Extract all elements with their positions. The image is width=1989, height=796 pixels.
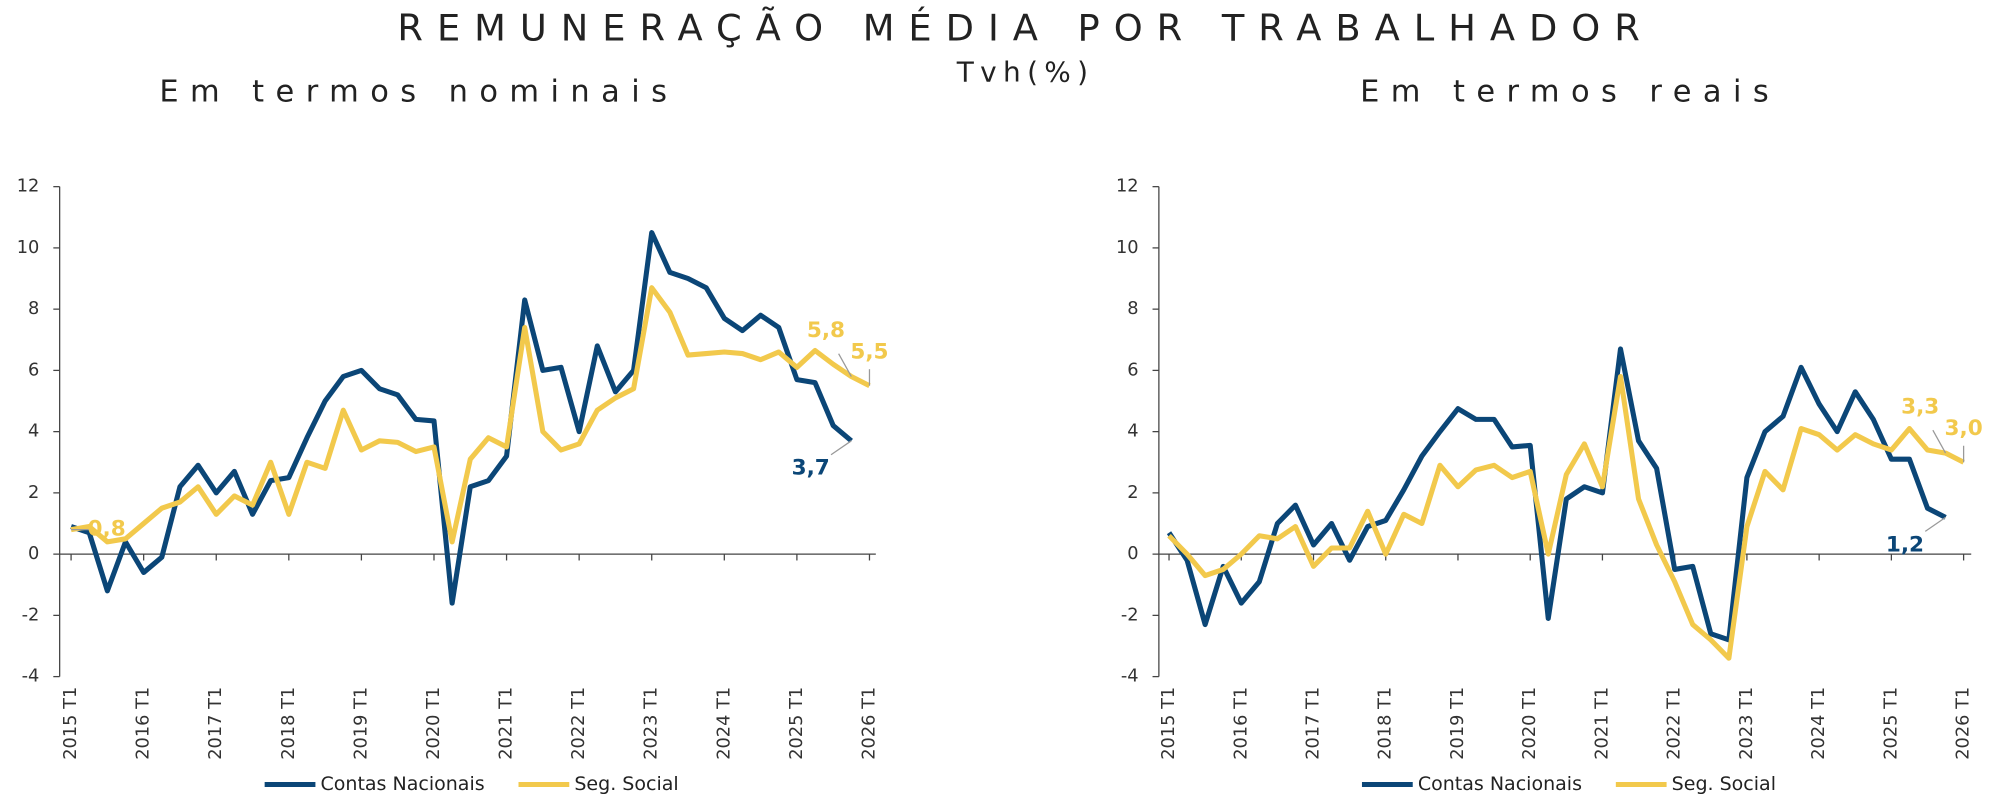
x-tick-label: 2021 T1 bbox=[1592, 687, 1612, 760]
label-leader bbox=[1924, 516, 1946, 532]
x-tick-label: 2019 T1 bbox=[1448, 687, 1468, 760]
y-tick-label: 8 bbox=[28, 299, 39, 319]
legend-label: Contas Nacionais bbox=[320, 773, 484, 795]
x-tick-label: 2024 T1 bbox=[714, 687, 734, 760]
x-tick-label: 2015 T1 bbox=[61, 687, 81, 760]
y-tick-label: 8 bbox=[1127, 299, 1138, 319]
y-tick-label: 12 bbox=[17, 177, 40, 197]
x-tick-label: 2023 T1 bbox=[642, 687, 662, 760]
x-tick-label: 2023 T1 bbox=[1737, 687, 1757, 760]
x-tick-label: 2021 T1 bbox=[497, 687, 517, 760]
figure-title: REMUNERAÇÃO MÉDIA POR TRABALHADOR bbox=[397, 6, 1653, 50]
y-tick-label: 6 bbox=[1127, 360, 1138, 380]
x-tick-label: 2018 T1 bbox=[1376, 687, 1396, 760]
series-line bbox=[1166, 346, 1947, 643]
figure-subtitle: Tvh(%) bbox=[956, 55, 1095, 88]
label-leader bbox=[838, 353, 852, 377]
chart-title: Em termos reais bbox=[1360, 75, 1780, 110]
y-tick-label: 10 bbox=[1116, 238, 1139, 258]
x-tick-label: 2016 T1 bbox=[134, 687, 154, 760]
x-tick-label: 2026 T1 bbox=[859, 687, 879, 760]
y-tick-label: 12 bbox=[1116, 177, 1139, 197]
series-line bbox=[1167, 373, 1965, 661]
value-label: 3,0 bbox=[1945, 416, 1983, 441]
value-label: 5,5 bbox=[850, 340, 888, 365]
legend-label: Seg. Social bbox=[574, 773, 678, 795]
y-tick-label: 4 bbox=[28, 422, 39, 442]
legend-label: Seg. Social bbox=[1672, 773, 1776, 795]
chart-title: Em termos nominais bbox=[159, 75, 678, 110]
x-tick-label: 2025 T1 bbox=[787, 687, 807, 760]
x-tick-label: 2025 T1 bbox=[1881, 687, 1901, 760]
y-tick-label: -4 bbox=[22, 667, 40, 687]
y-tick-label: 0 bbox=[28, 544, 39, 564]
y-tick-label: 2 bbox=[28, 483, 39, 503]
x-tick-label: 2016 T1 bbox=[1231, 687, 1251, 760]
x-tick-label: 2017 T1 bbox=[206, 687, 226, 760]
value-label: 1,2 bbox=[1886, 532, 1924, 557]
y-tick-label: -4 bbox=[1121, 667, 1139, 687]
series-line bbox=[70, 285, 871, 545]
x-tick-label: 2024 T1 bbox=[1809, 687, 1829, 760]
y-tick-label: 2 bbox=[1127, 483, 1138, 503]
series-line bbox=[70, 230, 853, 606]
value-label: 0,8 bbox=[88, 517, 126, 542]
x-tick-label: 2018 T1 bbox=[279, 687, 299, 760]
y-tick-label: 10 bbox=[17, 238, 40, 258]
legend-label: Contas Nacionais bbox=[1418, 773, 1582, 795]
label-leader bbox=[1932, 429, 1947, 454]
x-tick-label: 2020 T1 bbox=[1520, 687, 1540, 760]
label-leader bbox=[830, 440, 852, 456]
y-tick-label: -2 bbox=[22, 605, 40, 625]
x-tick-label: 2019 T1 bbox=[351, 687, 371, 760]
x-tick-label: 2026 T1 bbox=[1954, 687, 1974, 760]
x-tick-label: 2022 T1 bbox=[1665, 687, 1685, 760]
value-label: 5,8 bbox=[807, 318, 845, 343]
value-label: 3,3 bbox=[1901, 394, 1939, 419]
y-tick-label: 0 bbox=[1127, 544, 1138, 564]
y-tick-label: 4 bbox=[1127, 422, 1138, 442]
value-label: 3,7 bbox=[792, 456, 830, 481]
x-tick-label: 2017 T1 bbox=[1303, 687, 1323, 760]
x-tick-label: 2015 T1 bbox=[1159, 687, 1179, 760]
x-tick-label: 2020 T1 bbox=[424, 687, 444, 760]
y-tick-label: 6 bbox=[28, 360, 39, 380]
x-tick-label: 2022 T1 bbox=[569, 687, 589, 760]
y-tick-label: -2 bbox=[1121, 605, 1139, 625]
